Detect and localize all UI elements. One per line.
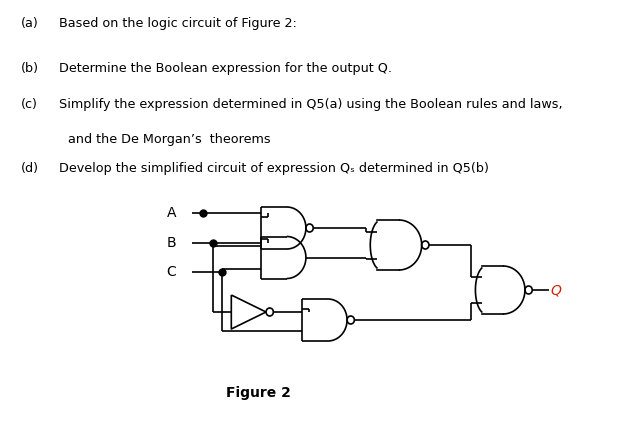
Text: (a): (a) — [21, 17, 39, 30]
Text: (d): (d) — [21, 162, 39, 175]
Text: Simplify the expression determined in Q5(a) using the Boolean rules and laws,: Simplify the expression determined in Q5… — [59, 98, 563, 111]
Text: Develop the simplified circuit of expression Qₛ determined in Q5(b): Develop the simplified circuit of expres… — [59, 162, 489, 175]
Text: (c): (c) — [21, 98, 37, 111]
Text: A: A — [167, 206, 176, 220]
Text: Figure 2: Figure 2 — [226, 386, 291, 400]
Text: Determine the Boolean expression for the output Q.: Determine the Boolean expression for the… — [59, 62, 392, 75]
Text: Q: Q — [550, 283, 561, 297]
Text: (b): (b) — [21, 62, 39, 75]
Text: B: B — [167, 236, 176, 250]
Text: C: C — [167, 265, 176, 279]
Text: Based on the logic circuit of Figure 2:: Based on the logic circuit of Figure 2: — [59, 17, 296, 30]
Text: and the De Morgan’s  theorems: and the De Morgan’s theorems — [68, 133, 270, 146]
